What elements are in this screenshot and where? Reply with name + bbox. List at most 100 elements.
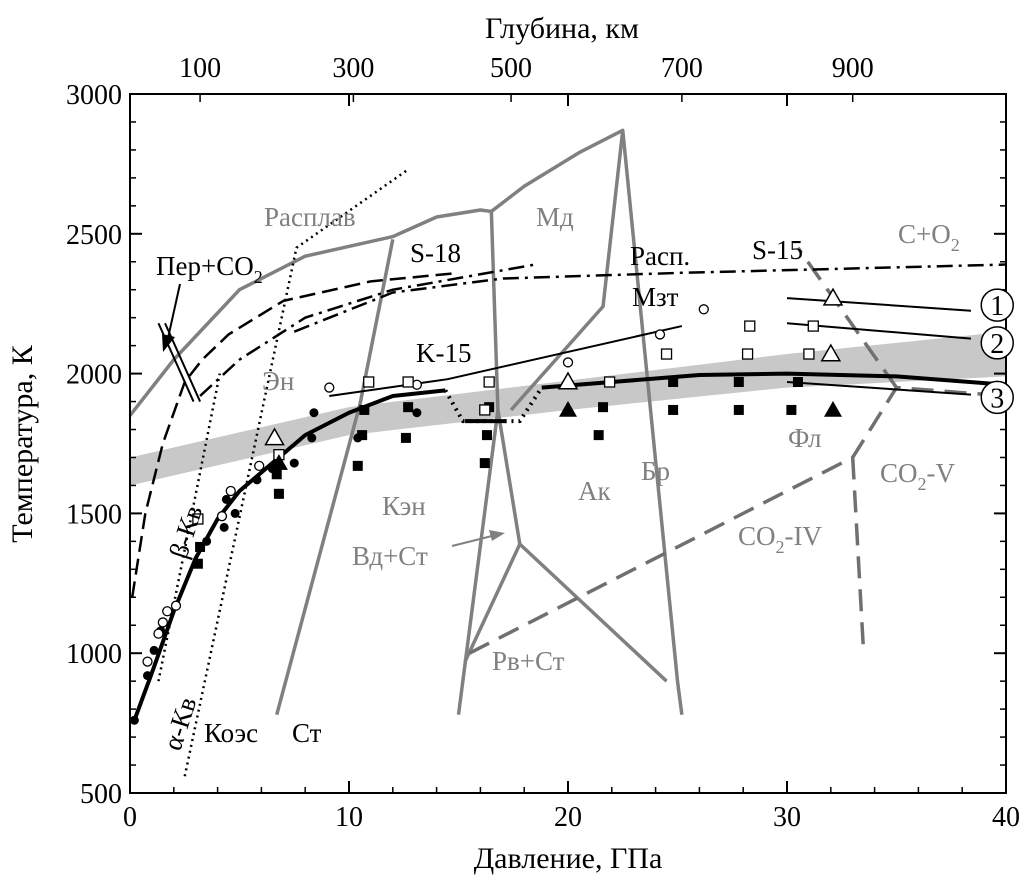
annotation-en: Эн [262,366,294,396]
point-filled-circle [252,475,262,485]
point-open-circle [157,617,169,628]
annotation-vd-st: Вд+Ст [352,541,428,571]
x-axis-label: Давление, ГПа [474,842,663,875]
x-tick-label: 40 [992,802,1020,833]
numbered-label-circle [980,380,1014,415]
point-filled-square [271,469,282,480]
point-open-square [803,348,815,360]
top-tick-label: 900 [832,53,874,84]
point-open-circle [153,628,164,639]
x-tick-label: 20 [554,802,582,833]
y-tick-label: 3000 [66,80,122,111]
y-tick-label: 500 [80,779,122,810]
annotation-coes: Коэс [204,718,258,748]
point-open-circle [216,511,228,522]
y-tick-label: 1500 [66,499,122,530]
series-line-14 [157,373,222,682]
point-filled-circle [149,645,159,655]
x-tick-label: 0 [123,802,137,833]
point-filled-square [668,404,679,415]
series-line-11 [199,263,536,397]
top-tick-label: 100 [179,53,221,84]
point-filled-square [479,458,490,469]
point-filled-circle [307,433,317,443]
annotation-rv-st: Рв+Ст [492,646,565,676]
point-open-square [479,404,491,416]
point-filled-square [733,404,744,415]
point-open-circle [698,304,709,315]
point-open-circle [170,600,182,611]
point-open-circle [324,382,335,393]
point-filled-circle [129,715,139,725]
y-tick-label: 2500 [66,220,122,251]
point-filled-circle [143,671,153,681]
point-open-triangle [820,343,842,362]
point-filled-square [593,430,604,441]
series-line-13 [183,168,409,777]
annotation-s15: S-15 [752,235,803,265]
point-open-triangle [264,427,285,446]
series-line-16 [786,297,972,312]
point-filled-square [192,558,203,569]
point-filled-triangle [823,400,842,417]
series-line-7 [468,385,1007,655]
point-filled-square [481,430,492,441]
point-open-square [744,320,756,332]
annotation-st: Ст [292,718,322,748]
point-open-square [192,513,204,525]
series-line-10 [293,263,1007,333]
point-filled-square [352,460,363,471]
point-filled-circle [219,522,229,532]
point-filled-square [357,430,368,441]
annotation-mzt: Мзт [632,282,679,312]
point-filled-square [400,432,411,443]
point-open-square [402,376,414,388]
point-filled-circle [289,458,299,468]
x2-axis-label: Глубина, км [485,12,639,45]
series-line-6 [518,542,668,683]
point-open-square [483,376,495,388]
series-line-2 [456,211,500,715]
annotation-ak: Ак [578,476,611,506]
numbered-label-circle [980,326,1014,360]
arrow-per-co2 [162,283,181,352]
point-open-circle [654,329,666,340]
lines-layer [128,128,1007,777]
point-filled-circle [309,408,319,418]
point-open-square [807,320,819,332]
point-filled-square [733,376,744,387]
point-filled-triangle [559,400,577,417]
x-tick-label: 10 [335,802,363,833]
series-line-18 [786,380,972,396]
annotation-fl: Фл [788,423,821,453]
annotation-alpha-quartz: α-Кв [157,693,202,754]
series-line-8 [850,457,866,654]
point-open-circle [254,460,265,472]
y-tick-label: 2000 [66,360,122,391]
point-open-square [363,376,375,388]
markers-layer [129,287,844,725]
series-line-0 [128,208,492,417]
numbered-label-text: 3 [990,383,1004,414]
top-tick-label: 500 [490,53,532,84]
annotation-co2-iv: CO2-IV [738,521,822,557]
point-filled-circle [230,508,240,518]
axes-layer: 0 10 20 30 40 500 1000 1500 2000 2500 3000 100 300 50… [66,53,1020,833]
annotation-c-o2: C+O2 [898,219,960,255]
annotation-ken: Кэн [382,491,426,521]
point-filled-circle [412,408,422,418]
point-filled-square [668,376,679,387]
series-line-21 [541,371,1007,390]
point-open-square [741,348,754,360]
annotation-k15: K-15 [416,338,472,368]
point-filled-square [598,402,609,413]
numbered-labels-layer: 1 2 3 [980,288,1014,415]
annotation-md: Мд [536,202,574,232]
point-open-circle [562,357,574,368]
point-filled-square [403,402,414,413]
point-filled-triangle [269,454,288,470]
point-open-circle [225,485,236,497]
y-tick-label: 1000 [66,639,122,670]
arrow-vd-st [451,530,505,547]
